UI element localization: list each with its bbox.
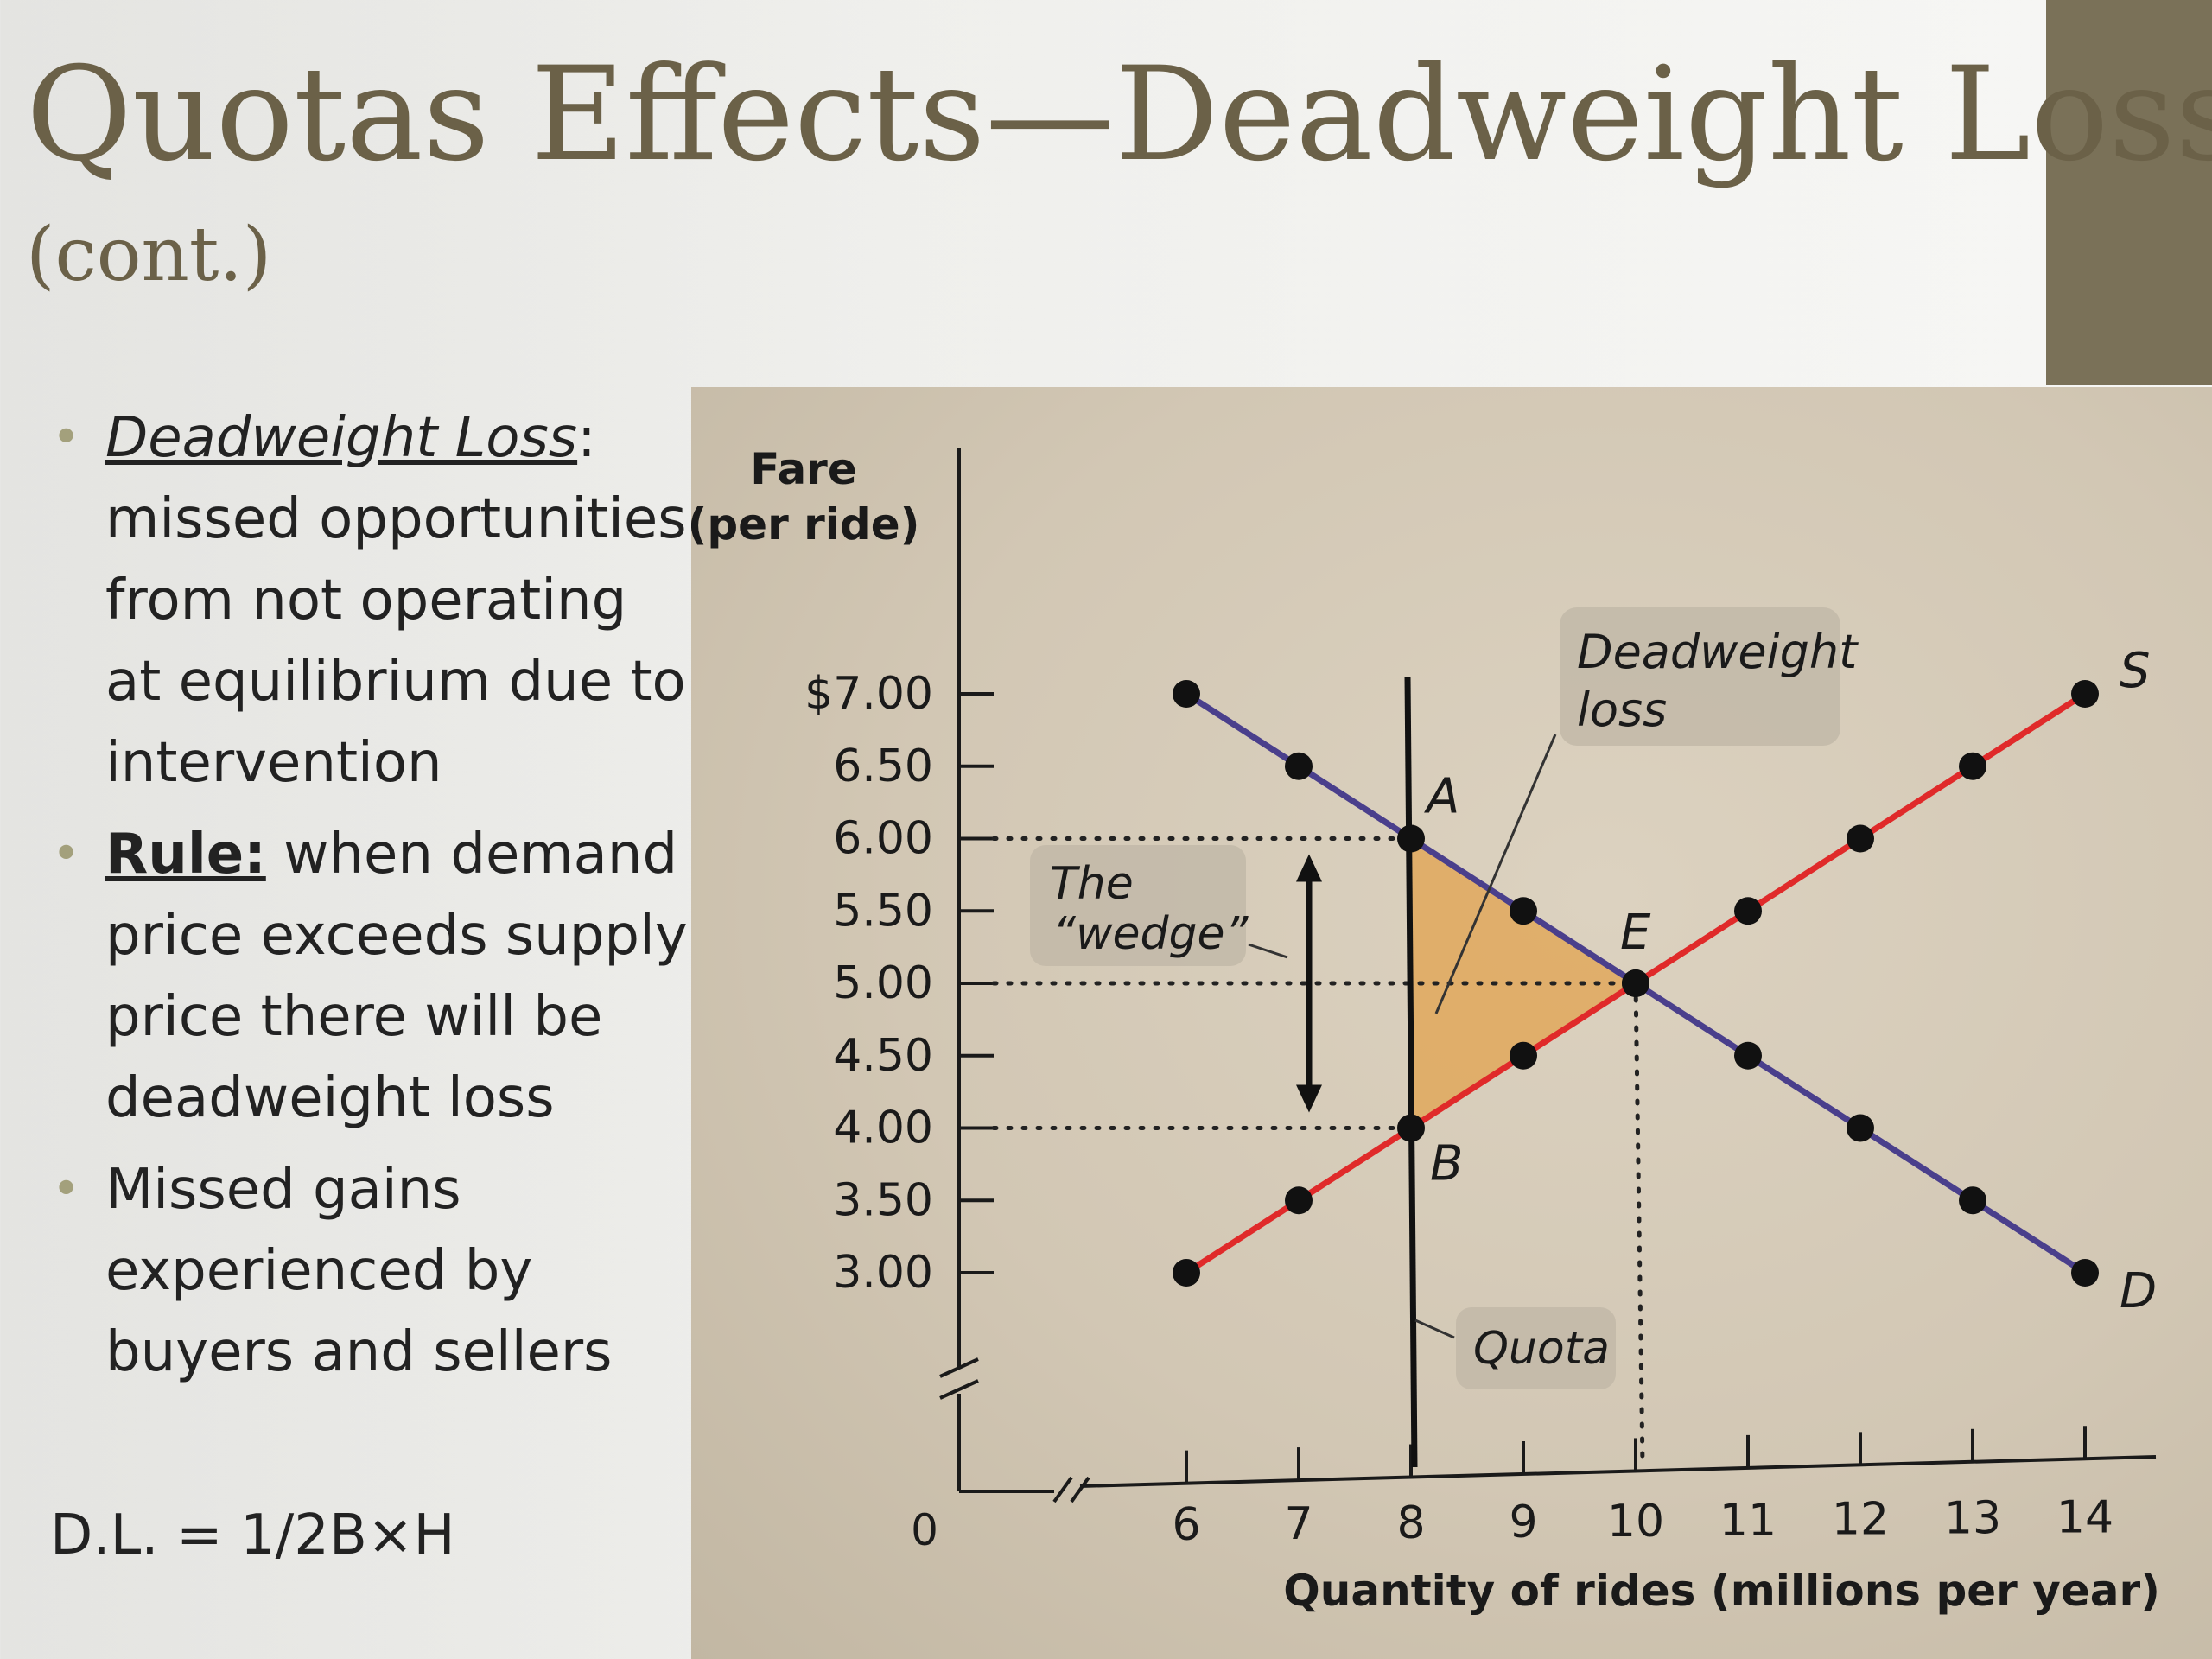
data-point — [1173, 1259, 1200, 1287]
y-tick-label: 5.00 — [833, 957, 933, 1009]
bullet-deadweight-loss: • Deadweight Loss: missed opportunities … — [52, 397, 691, 804]
x-tick-label: 7 — [1284, 1498, 1313, 1550]
data-point — [1510, 1041, 1537, 1070]
data-point — [1397, 1114, 1425, 1142]
data-point — [1959, 752, 1986, 780]
term-rule: Rule: — [105, 823, 266, 887]
bullet-missed-gains: • Missed gains experienced by buyers and… — [52, 1149, 691, 1393]
x-axis-line-right — [1079, 1455, 2157, 1488]
data-point — [1959, 1186, 1986, 1215]
chart-photo: Fare (per ride) Quantity of rides (milli… — [691, 387, 2212, 1659]
slide-accent-bar — [2046, 0, 2212, 385]
slide-subtitle: (cont.) — [26, 212, 272, 298]
quota-line — [1404, 676, 1418, 1468]
bullet-list: • Deadweight Loss: missed opportunities … — [52, 397, 691, 1403]
deadweight-loss-callout-box — [1560, 607, 1840, 746]
data-point — [1173, 680, 1200, 708]
x-tick-label: 11 — [1719, 1495, 1777, 1547]
wedge-arrow-head-down — [1296, 1084, 1322, 1113]
quota-callout-box — [1456, 1307, 1616, 1389]
data-point — [2071, 1259, 2099, 1287]
x-tick-label: 13 — [1944, 1493, 2001, 1545]
x-axis-break-mark — [1052, 1476, 1073, 1503]
data-point — [1397, 824, 1425, 853]
bullet-dot: • — [52, 410, 81, 466]
y-axis-label-line1: Fare — [750, 444, 857, 494]
quota-label: Quota — [1473, 1323, 1610, 1375]
y-tick-label: 3.00 — [833, 1247, 933, 1299]
wedge-arrow-head-up — [1296, 854, 1322, 882]
data-point — [2071, 680, 2099, 708]
y-tick-label: 6.00 — [833, 813, 933, 865]
x-tick-label: 14 — [2056, 1492, 2113, 1544]
data-point — [1734, 897, 1762, 925]
x-tick-label: 9 — [1509, 1497, 1537, 1548]
y-axis-break-mark — [939, 1357, 979, 1378]
bullet-rule: • Rule: when demand price exceeds supply… — [52, 814, 691, 1139]
y-tick-label: 5.50 — [833, 885, 933, 937]
quota-chart: Fare (per ride) Quantity of rides (milli… — [691, 444, 2160, 1616]
y-tick-label: 4.50 — [833, 1030, 933, 1082]
x-tick-label: 6 — [1172, 1499, 1200, 1551]
quota-leader-line — [1414, 1319, 1455, 1339]
point-e-label: E — [1620, 905, 1651, 961]
deadweight-loss-leader-line — [1434, 734, 1557, 1014]
point-b-label: B — [1430, 1136, 1463, 1192]
data-point — [1847, 824, 1874, 853]
missed-gains-text: Missed gains experienced by buyers and s… — [105, 1158, 613, 1384]
data-point — [1285, 1186, 1313, 1215]
x-axis-break-mark — [1070, 1476, 1090, 1503]
slide-title: Quotas Effects—Deadweight Loss — [26, 40, 2212, 190]
y-axis-break-mark — [939, 1379, 979, 1400]
term-deadweight-loss: Deadweight Loss — [105, 406, 578, 470]
deadweight-loss-label-line1: Deadweight — [1577, 625, 1859, 679]
s-curve-label: S — [2120, 643, 2151, 699]
wedge-label-line2: “wedge” — [1052, 908, 1249, 960]
data-point — [1622, 969, 1649, 997]
y-tick-label: 4.00 — [833, 1103, 933, 1154]
wedge-label-line1: The — [1050, 858, 1134, 910]
definition-text: missed opportunities from not operating … — [105, 487, 687, 795]
data-point — [1510, 897, 1537, 925]
x-tick-label: 12 — [1832, 1494, 1889, 1546]
wedge-leader-line — [1248, 943, 1288, 959]
y-tick-label: 3.50 — [833, 1174, 933, 1226]
y-axis-label-line2: (per ride) — [691, 499, 919, 550]
data-point — [1734, 1041, 1762, 1070]
x-tick-label: 10 — [1607, 1496, 1664, 1548]
y-tick-label: $7.00 — [804, 668, 933, 720]
point-a-label: A — [1424, 769, 1459, 825]
x-axis-label: Quantity of rides (millions per year) — [1283, 1566, 2160, 1616]
formula-text: D.L. = 1/2B×H — [50, 1503, 455, 1567]
bullet-dot: • — [52, 826, 81, 882]
equilibrium-quantity-guide — [1633, 981, 1645, 1468]
x-tick-label: 8 — [1396, 1497, 1425, 1549]
deadweight-loss-label-line2: loss — [1577, 683, 1667, 737]
bullet-dot: • — [52, 1161, 81, 1217]
y-tick-label: 6.50 — [833, 741, 933, 792]
data-point — [1285, 752, 1313, 780]
wedge-callout-box — [1030, 845, 1246, 966]
rule-text: when demand price exceeds supply price t… — [105, 823, 688, 1130]
origin-label: 0 — [911, 1505, 938, 1555]
term-colon: : — [577, 406, 596, 470]
data-point — [1847, 1114, 1874, 1142]
d-curve-label: D — [2120, 1263, 2157, 1319]
